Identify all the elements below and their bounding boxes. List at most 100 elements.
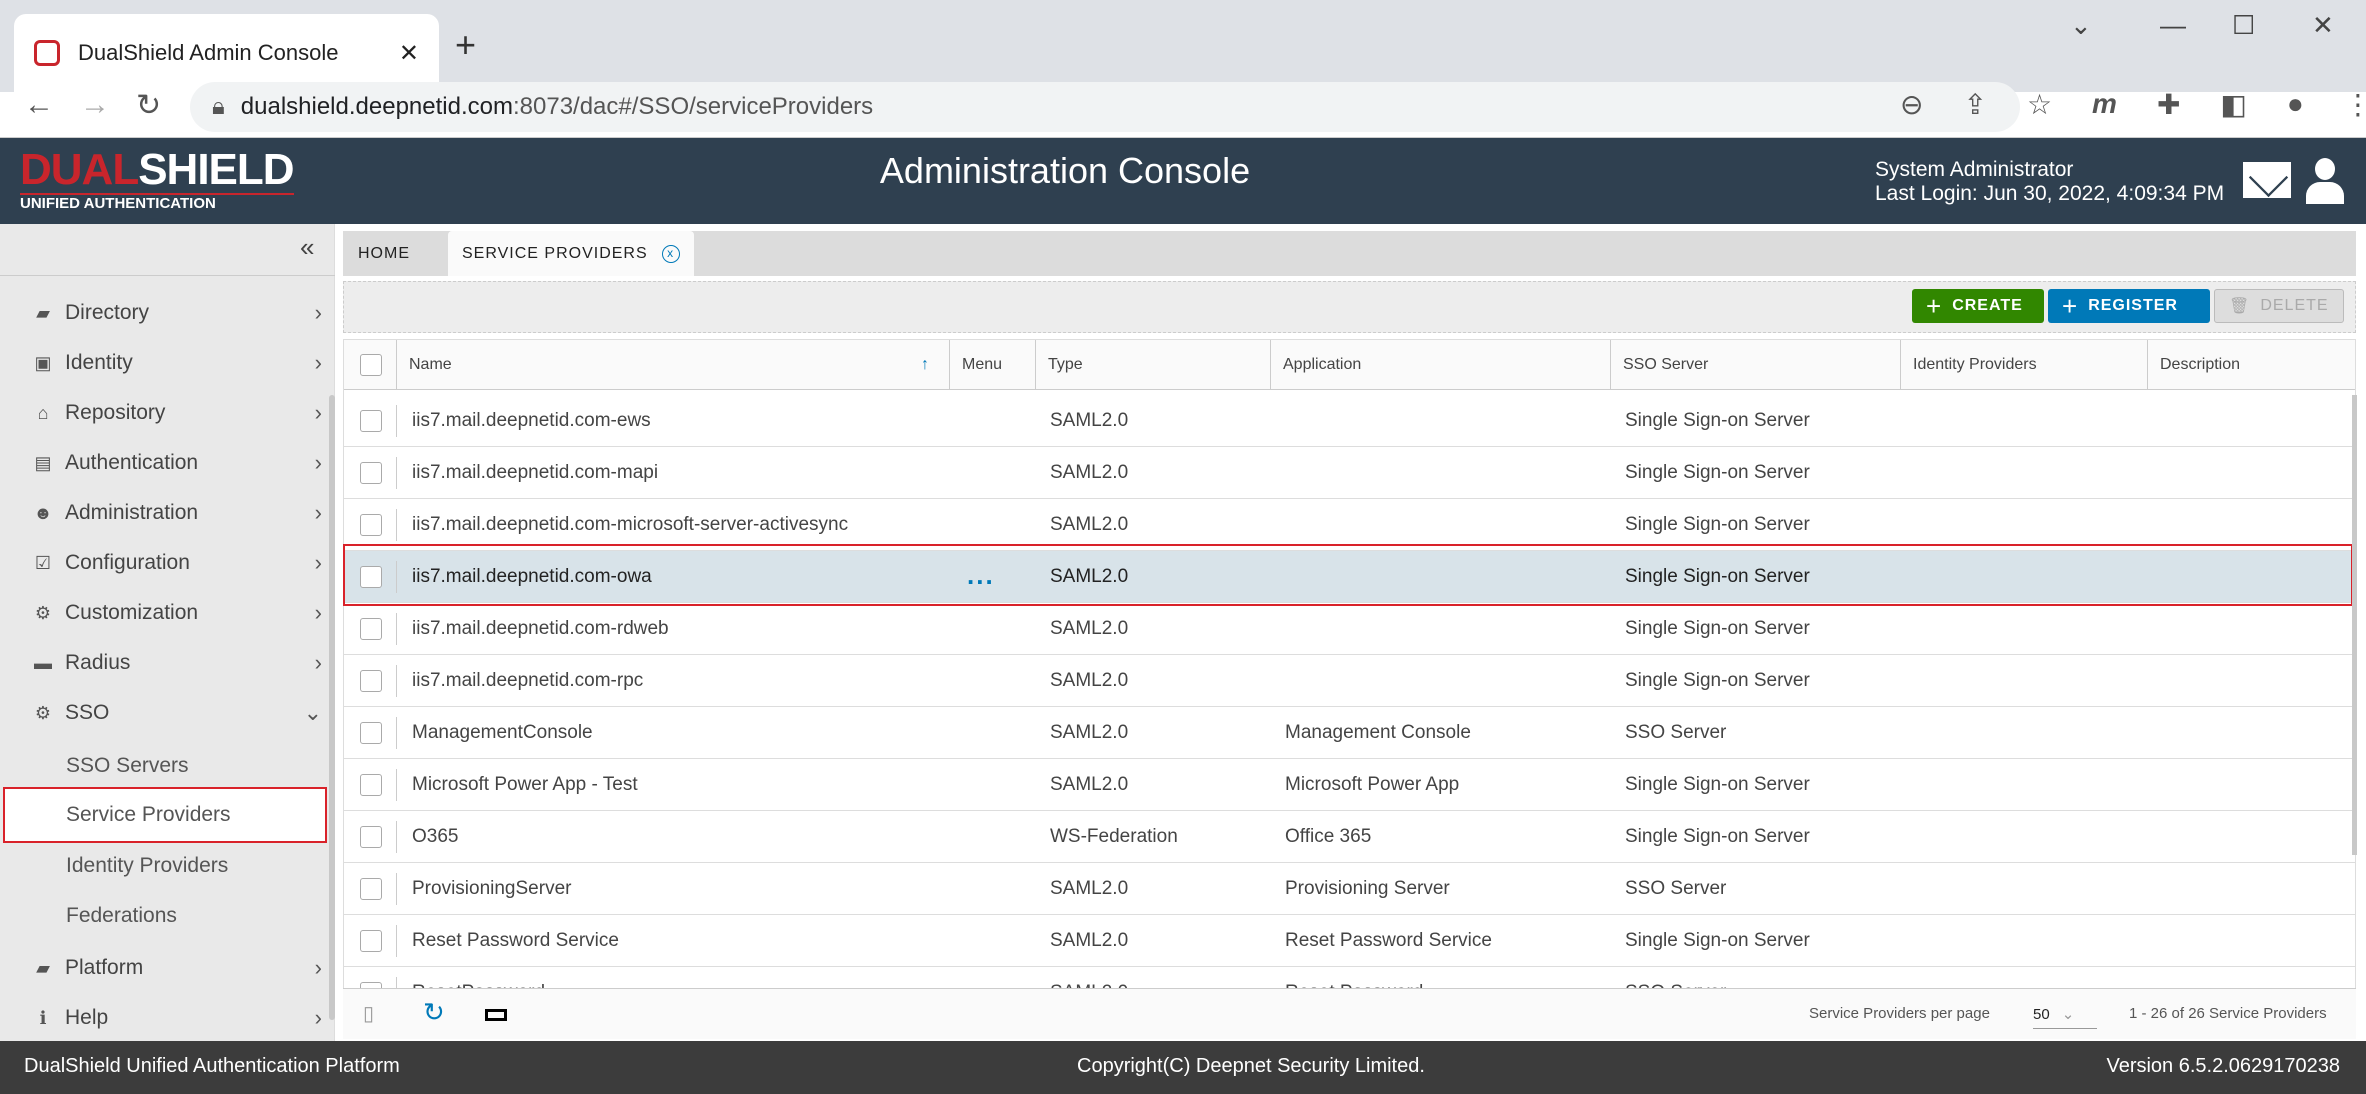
column-header-label: Identity Providers — [1913, 356, 2037, 373]
sidebar-item-administration[interactable]: ☻ Administration › — [0, 488, 330, 538]
chevron-right-icon: › — [314, 955, 322, 980]
column-header-label: Description — [2160, 356, 2241, 373]
row-checkbox[interactable] — [360, 514, 382, 536]
row-checkbox[interactable] — [360, 566, 382, 588]
table-row[interactable]: Reset Password Service SAML2.0 Reset Passw… — [344, 915, 2355, 967]
row-checkbox[interactable] — [360, 462, 382, 484]
register-button[interactable]: + REGISTER — [2048, 289, 2210, 323]
puzzle-icon[interactable]: ✚ — [2156, 89, 2181, 120]
browser-tab[interactable]: DualShield Admin Console ✕ — [14, 14, 439, 92]
menu-dots-icon[interactable]: ⋮ — [2343, 89, 2366, 120]
table-row[interactable]: O365 WS-Federation Office 365 Single Sign-o… — [344, 811, 2355, 863]
sort-ascending-icon[interactable]: ↑ — [921, 356, 929, 373]
column-header-identity-providers[interactable]: Identity Providers — [1900, 340, 2147, 390]
tab-label: SERVICE PROVIDERS — [462, 244, 648, 262]
footer-version: Version 6.5.2.0629170238 — [2106, 1055, 2340, 1077]
sidebar-item-label: Administration — [65, 501, 199, 524]
close-tab-icon[interactable]: ✕ — [398, 39, 419, 67]
column-header-menu[interactable]: Menu — [949, 340, 1035, 390]
row-checkbox[interactable] — [360, 826, 382, 848]
export-icon[interactable] — [485, 1009, 507, 1021]
sidebar-item-directory[interactable]: ▰ Directory › — [0, 288, 330, 338]
minimize-button[interactable]: — — [2160, 10, 2186, 40]
sidebar-item-platform[interactable]: ▰ Platform › — [0, 943, 330, 993]
table-row[interactable]: iis7.mail.deepnetid.com-ews SAML2.0 Single… — [344, 395, 2355, 447]
sidebar-item-identity[interactable]: ▣ Identity › — [0, 338, 330, 388]
sidebar-subitem-identity-providers[interactable]: Identity Providers — [0, 841, 330, 891]
column-header-name[interactable]: Name ↑ — [396, 340, 949, 390]
select-all-checkbox[interactable] — [360, 354, 382, 376]
profile-avatar[interactable]: ● — [2286, 88, 2304, 119]
row-menu-button[interactable]: ... — [967, 560, 995, 590]
per-page-select[interactable]: 50 ⌄ — [2033, 999, 2097, 1029]
reload-icon[interactable]: ↻ — [136, 89, 162, 122]
back-icon[interactable]: ← — [24, 88, 54, 121]
sidebar-subitem-sso-servers[interactable]: SSO Servers — [0, 741, 330, 791]
new-tab-button[interactable]: + — [455, 24, 477, 65]
share-icon[interactable]: ⇪ — [1963, 89, 1987, 120]
bookmark-star-icon[interactable]: ☆ — [2026, 89, 2053, 120]
sidebar-item-help[interactable]: ℹ Help › — [0, 993, 330, 1043]
zoom-icon[interactable]: ⊖ — [1900, 89, 1924, 120]
table-row[interactable]: iis7.mail.deepnetid.com-microsoft-server… — [344, 499, 2355, 551]
column-header-sso-server[interactable]: SSO Server — [1610, 340, 1900, 390]
sidebar-item-label: Repository — [65, 401, 166, 424]
sidebar-item-authentication[interactable]: ▤ Authentication › — [0, 438, 330, 488]
table-row[interactable]: ManagementConsole SAML2.0 Management Conso… — [344, 707, 2355, 759]
sidebar-item-repository[interactable]: ⌂ Repository › — [0, 388, 330, 438]
column-header-application[interactable]: Application — [1270, 340, 1610, 390]
refresh-icon[interactable]: ↻ — [423, 997, 445, 1027]
cell-name: ManagementConsole — [412, 722, 593, 743]
table-row[interactable]: Microsoft Power App - Test SAML2.0 Microso… — [344, 759, 2355, 811]
extension-m-icon[interactable]: m — [2092, 88, 2117, 119]
row-checkbox[interactable] — [360, 618, 382, 640]
sidepanel-icon[interactable]: ◧ — [2220, 89, 2247, 120]
row-checkbox[interactable] — [360, 670, 382, 692]
forward-icon[interactable]: → — [80, 88, 110, 121]
url-path: :8073/dac#/SSO/serviceProviders — [512, 93, 874, 120]
sidebar-scrollbar[interactable] — [329, 395, 335, 1020]
sidebar-item-configuration[interactable]: ☑ Configuration › — [0, 538, 330, 588]
table-row[interactable]: iis7.mail.deepnetid.com-owa... SAML2.0 Sin… — [344, 551, 2355, 603]
column-toggle-icon[interactable]: ▯ — [363, 1003, 375, 1025]
cell-type: SAML2.0 — [1050, 722, 1129, 743]
row-checkbox[interactable] — [360, 410, 382, 432]
table-row[interactable]: ProvisioningServer SAML2.0 Provisioning Se… — [344, 863, 2355, 915]
tab-search-icon[interactable]: ⌄ — [2070, 10, 2092, 40]
sidebar-item-radius[interactable]: ▬ Radius › — [0, 638, 330, 688]
row-checkbox[interactable] — [360, 930, 382, 952]
sidebar-item-label: Authentication — [65, 451, 199, 474]
table-row[interactable]: iis7.mail.deepnetid.com-mapi SAML2.0 Singl… — [344, 447, 2355, 499]
sidebar-subitem-service-providers[interactable]: Service Providers — [3, 787, 327, 843]
delete-button[interactable]: 🗑︎ DELETE — [2214, 289, 2344, 323]
sidebar-item-label: Platform — [65, 956, 144, 979]
hdd-icon: ▬ — [34, 652, 52, 673]
sidebar-item-sso[interactable]: ⚙ SSO ⌄ — [0, 688, 330, 738]
tab-service-providers[interactable]: SERVICE PROVIDERS x — [448, 231, 694, 276]
close-tab-icon[interactable]: x — [661, 244, 680, 263]
user-icon[interactable] — [2306, 158, 2344, 204]
tab-home[interactable]: HOME — [358, 244, 410, 262]
collapse-sidebar-icon[interactable]: « — [300, 232, 315, 262]
column-header-description[interactable]: Description — [2147, 340, 2355, 390]
create-button[interactable]: + CREATE — [1912, 289, 2044, 323]
cell-type: SAML2.0 — [1050, 930, 1129, 951]
chevron-down-icon: ⌄ — [303, 700, 322, 725]
table-row[interactable]: iis7.mail.deepnetid.com-rdweb SAML2.0 Sing… — [344, 603, 2355, 655]
cell-sso-server: Single Sign-on Server — [1625, 826, 1810, 847]
url-bar[interactable]: 🔒︎ dualshield.deepnetid.com:8073/dac#/SSO… — [190, 82, 2020, 132]
table-scrollbar[interactable] — [2352, 395, 2357, 855]
cell-application: Reset Password Service — [1285, 930, 1492, 951]
mail-icon[interactable] — [2243, 162, 2291, 198]
row-checkbox[interactable] — [360, 774, 382, 796]
sidebar-subitem-federations[interactable]: Federations — [0, 891, 330, 941]
row-checkbox[interactable] — [360, 878, 382, 900]
column-header-type[interactable]: Type — [1035, 340, 1270, 390]
table-row[interactable]: iis7.mail.deepnetid.com-rpc SAML2.0 Single… — [344, 655, 2355, 707]
users-gear-icon: ☻ — [33, 502, 53, 523]
close-window-button[interactable]: ✕ — [2312, 10, 2334, 40]
sidebar-item-customization[interactable]: ⚙ Customization › — [0, 588, 330, 638]
maximize-button[interactable]: ☐ — [2232, 10, 2256, 40]
row-checkbox[interactable] — [360, 722, 382, 744]
cell-name: Reset Password Service — [412, 930, 619, 951]
